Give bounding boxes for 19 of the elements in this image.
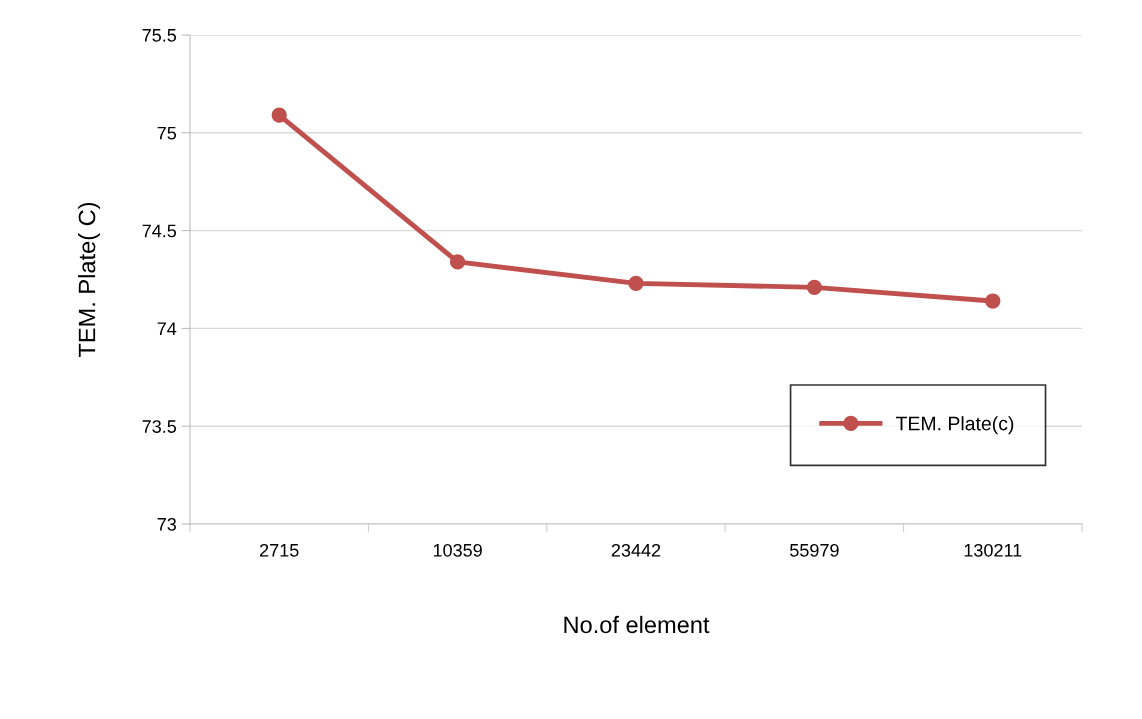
legend-label: TEM. Plate(c) [896, 416, 1014, 435]
y-tick-label: 74 [157, 322, 177, 335]
x-tick-label: 2715 [260, 543, 299, 557]
x-tick-label: 55979 [790, 543, 839, 557]
x-axis-title: No.of element [564, 615, 710, 634]
point [628, 275, 644, 292]
x-tick-label: 130211 [964, 543, 1022, 557]
point [271, 107, 287, 123]
y-tick-label: 73 [157, 517, 177, 531]
y-tick-label: 73.5 [142, 420, 177, 433]
y-tick-label: 75.5 [142, 29, 177, 42]
y-tick-label: 74.5 [142, 224, 177, 238]
point [449, 254, 466, 270]
x-tick-label: 10359 [433, 543, 482, 557]
point [806, 279, 823, 295]
y-tick-label: 75 [157, 126, 177, 140]
x-tick-label: 23442 [611, 543, 661, 557]
y-axis-title: TEM. Plate( C) [77, 202, 100, 358]
point [985, 293, 1001, 309]
